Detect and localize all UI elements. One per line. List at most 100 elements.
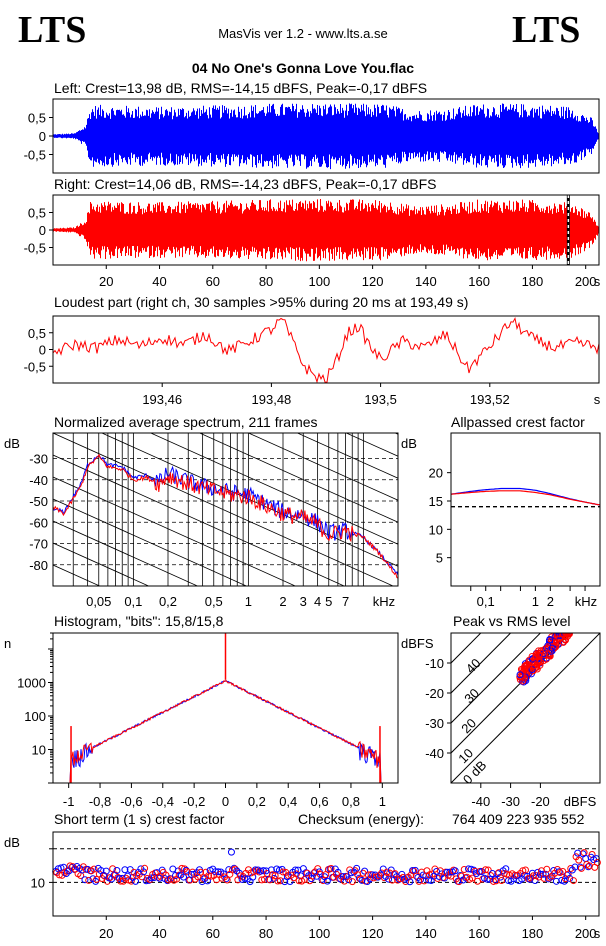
histogram-xtick-label: 0,2 <box>248 794 266 809</box>
spectrum-ylabel: dB <box>4 436 20 451</box>
peakrms-ylabel: dBFS <box>401 636 434 651</box>
histogram-frame <box>52 632 399 784</box>
histogram-ytick-label: 1000 <box>17 675 46 690</box>
checksum-value: 764 409 223 935 552 <box>452 811 585 827</box>
right-channel-ytick-label: 0 <box>39 223 46 238</box>
allpass-xtick-label: 0,1 <box>477 594 495 609</box>
histogram-ytick-label: 10 <box>32 742 46 757</box>
peak-vs-rms-title: Peak vs RMS level <box>453 613 571 629</box>
spectrum-xtick-label: 0,1 <box>124 594 142 609</box>
allpass-crest-title: Allpassed crest factor <box>451 414 585 430</box>
allpass-ytick-label: 5 <box>436 551 443 566</box>
histogram-curve-red <box>53 679 398 784</box>
peakrms-ytick-label: -20 <box>425 686 444 701</box>
spectrum-slope-line <box>53 476 297 586</box>
loudest-part-title: Loudest part (right ch, 30 samples >95% … <box>54 294 469 310</box>
stc-point <box>406 878 414 886</box>
stc-xtick-label: 180 <box>522 926 544 941</box>
stc-point <box>316 870 324 878</box>
peakrms-xtick-label: -20 <box>531 794 550 809</box>
spectrum-xtick-label: 0,5 <box>205 594 223 609</box>
stc-point <box>490 877 498 885</box>
stc-point <box>276 877 284 885</box>
loudest-ytick-label: 0 <box>39 343 46 358</box>
peakrms-point <box>547 639 555 647</box>
peakrms-crest-line <box>451 633 600 783</box>
stc-point <box>364 871 372 879</box>
histogram-xtick-label: -0,2 <box>183 794 205 809</box>
right-channel-ytick-label: -0,5 <box>24 241 46 256</box>
stc-point <box>223 876 231 884</box>
stc-point <box>447 872 455 880</box>
spectrum-xunit: kHz <box>373 594 395 609</box>
peakrms-diagonal-label: 30 <box>461 685 482 706</box>
histogram-ylabel: n <box>4 636 11 651</box>
loudest-ytick-label: 0,5 <box>28 326 46 341</box>
stc-point <box>539 870 547 878</box>
peakrms-frame <box>450 632 601 784</box>
stc-point <box>141 864 149 872</box>
spectrum-xtick-label: 0,2 <box>159 594 177 609</box>
stc-point <box>222 875 230 883</box>
stc-point <box>434 874 442 882</box>
peakrms-point <box>530 662 538 670</box>
spectrum-slope-line <box>53 498 248 586</box>
spectrum-xtick-label: 2 <box>279 594 286 609</box>
stc-ylabel: dB <box>4 835 20 850</box>
stc-point <box>140 868 148 876</box>
left-channel-title: Left: Crest=13,98 dB, RMS=-14,15 dBFS, P… <box>54 80 428 96</box>
stc-point <box>577 864 585 872</box>
left-channel-waveform <box>53 103 599 170</box>
histogram-xtick-label: 0 <box>222 794 229 809</box>
stc-point <box>487 872 495 880</box>
stc-xtick-label: 60 <box>206 926 220 941</box>
peakrms-point <box>540 656 548 664</box>
right-channel-frame <box>52 194 600 266</box>
spectrum-ytick-label: -80 <box>29 558 48 573</box>
peakrms-point <box>541 645 549 653</box>
stc-point <box>327 864 335 872</box>
histogram-xtick-label: 0,4 <box>279 794 297 809</box>
stc-point <box>593 858 601 866</box>
stc-point <box>90 865 98 873</box>
right-channel-xtick-label: 140 <box>415 274 437 289</box>
stc-point <box>121 866 129 874</box>
right-channel-xtick-label: 20 <box>99 274 113 289</box>
stc-point <box>127 877 135 885</box>
stc-point <box>492 877 500 885</box>
stc-point <box>521 866 529 874</box>
app-title: MasVis ver 1.2 - www.lts.a.se <box>218 26 388 41</box>
peakrms-point <box>544 644 552 652</box>
allpass-group: dB 20 15 10 5 0,1 1 2 kHz <box>401 436 601 609</box>
peakrms-diagonal-label: 20 <box>458 715 479 736</box>
spectrum-slope-line <box>394 433 398 435</box>
stc-point <box>109 865 117 873</box>
stc-point <box>231 865 239 873</box>
allpass-xtick-label: 2 <box>547 594 554 609</box>
stc-point <box>415 877 423 885</box>
stc-point <box>361 867 369 875</box>
stc-point <box>207 872 215 880</box>
peakrms-xtick-label: -30 <box>501 794 520 809</box>
stc-point <box>353 864 361 872</box>
stc-xtick-label: 140 <box>415 926 437 941</box>
loudest-xtick-label: 193,46 <box>142 392 182 407</box>
spectrum-ytick-label: -60 <box>29 515 48 530</box>
stc-point <box>229 866 237 874</box>
stc-point <box>345 876 353 884</box>
spectrum-grid <box>53 433 398 586</box>
stc-point <box>257 867 265 875</box>
stc-xtick-label: 100 <box>308 926 330 941</box>
histogram-xtick-label: 0,6 <box>311 794 329 809</box>
allpass-ylabel: dB <box>401 436 417 451</box>
peakrms-crest-line <box>451 633 482 664</box>
stc-point <box>496 873 504 881</box>
right-channel-waveform <box>53 199 599 262</box>
left-channel-ytick-label: 0 <box>39 129 46 144</box>
stc-point <box>483 875 491 883</box>
stc-point <box>567 864 575 872</box>
stc-point <box>564 870 572 878</box>
